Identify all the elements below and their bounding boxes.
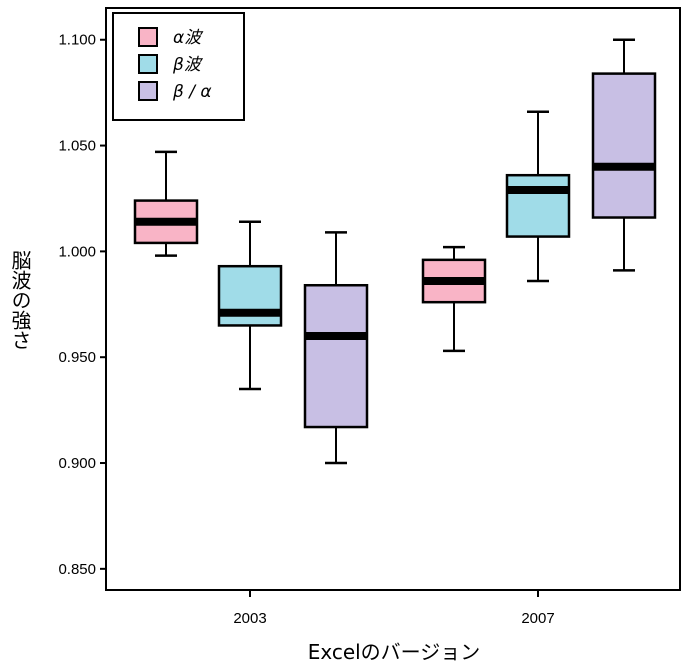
box-s2-c1 xyxy=(591,72,657,219)
legend-swatch-0 xyxy=(138,27,158,47)
legend-label-2: β / α xyxy=(172,82,212,102)
box-s2-c0 xyxy=(303,283,369,429)
y-tick-label-5: 1.100 xyxy=(58,32,96,49)
legend-swatch-2 xyxy=(138,81,158,101)
y-tick-label-2: 0.950 xyxy=(58,349,96,366)
legend-box xyxy=(112,12,245,121)
y-tick-label-0: 0.850 xyxy=(58,561,96,578)
x-tick-label-0: 2003 xyxy=(233,610,266,627)
legend-label-1: β波 xyxy=(172,55,204,75)
x-tick-label-1: 2007 xyxy=(521,610,554,627)
legend-swatch-1 xyxy=(138,54,158,74)
y-axis-title: 脳波の強さ xyxy=(8,250,32,350)
y-tick-label-1: 0.900 xyxy=(58,455,96,472)
y-tick-label-3: 1.000 xyxy=(58,243,96,260)
y-tick-label-4: 1.050 xyxy=(58,138,96,155)
x-axis-title: Excelのバージョン xyxy=(308,640,481,664)
box-s1-c1 xyxy=(505,173,571,238)
plot-frame xyxy=(105,7,681,591)
legend-label-0: α波 xyxy=(173,28,204,48)
